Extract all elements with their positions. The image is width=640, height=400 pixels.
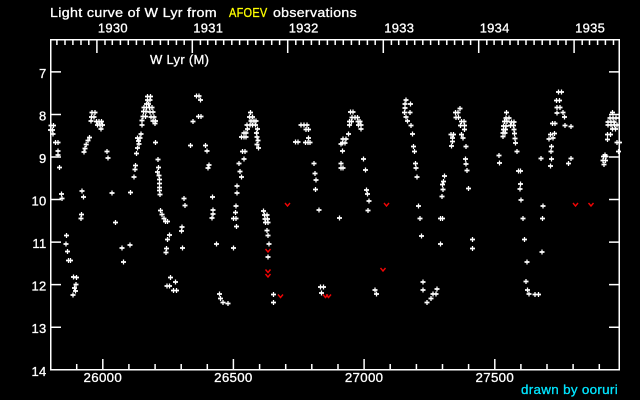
svg-text:26500: 26500 (214, 370, 253, 385)
svg-text:13: 13 (31, 321, 46, 336)
svg-text:9: 9 (39, 151, 47, 166)
svg-text:1933: 1933 (384, 21, 414, 36)
svg-text:11: 11 (32, 236, 46, 251)
svg-text:7: 7 (39, 66, 47, 81)
svg-text:AFOEV: AFOEV (229, 5, 268, 20)
svg-text:27500: 27500 (476, 370, 515, 385)
svg-text:12: 12 (31, 279, 46, 294)
svg-text:27000: 27000 (345, 370, 384, 385)
svg-text:1934: 1934 (480, 21, 510, 36)
svg-text:1935: 1935 (575, 21, 605, 36)
svg-text:26000: 26000 (84, 370, 123, 385)
svg-text:W Lyr (M): W Lyr (M) (150, 52, 209, 67)
svg-text:8: 8 (39, 109, 47, 124)
svg-text:1931: 1931 (193, 21, 223, 36)
svg-text:14: 14 (31, 364, 46, 379)
svg-text:drawn by ooruri: drawn by ooruri (521, 382, 618, 397)
svg-text:observations: observations (273, 5, 357, 20)
svg-text:1932: 1932 (289, 21, 319, 36)
svg-text:Light curve of W Lyr from: Light curve of W Lyr from (50, 5, 217, 20)
svg-text:1930: 1930 (98, 21, 128, 36)
svg-text:10: 10 (31, 194, 46, 209)
